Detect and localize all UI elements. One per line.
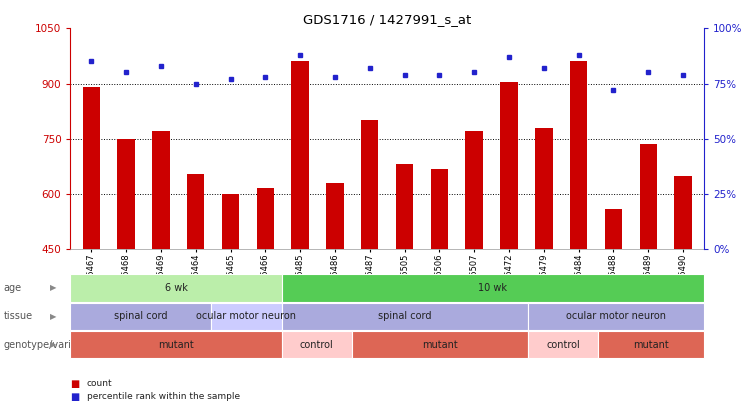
Bar — [117, 139, 135, 249]
Text: ▶: ▶ — [50, 340, 56, 349]
Bar — [535, 128, 553, 249]
Text: ocular motor neuron: ocular motor neuron — [566, 311, 666, 321]
Bar — [361, 120, 379, 249]
Bar — [152, 131, 170, 249]
Text: mutant: mutant — [158, 340, 194, 350]
Text: spinal cord: spinal cord — [378, 311, 431, 321]
Text: mutant: mutant — [634, 340, 669, 350]
Bar — [326, 183, 344, 249]
Text: percentile rank within the sample: percentile rank within the sample — [87, 392, 240, 401]
Text: ▶: ▶ — [50, 284, 56, 292]
Bar — [570, 62, 588, 249]
Text: control: control — [546, 340, 580, 350]
Text: mutant: mutant — [422, 340, 458, 350]
Text: tissue: tissue — [4, 311, 33, 321]
Bar — [82, 87, 100, 249]
Bar — [500, 82, 518, 249]
Text: count: count — [87, 379, 113, 388]
Bar — [396, 164, 413, 249]
Bar — [256, 188, 274, 249]
Bar — [674, 176, 692, 249]
Bar — [291, 62, 309, 249]
Text: spinal cord: spinal cord — [114, 311, 167, 321]
Bar — [639, 144, 657, 249]
Text: ■: ■ — [70, 379, 79, 389]
Text: 10 wk: 10 wk — [478, 283, 508, 293]
Bar — [465, 131, 483, 249]
Text: age: age — [4, 283, 21, 293]
Bar — [431, 169, 448, 249]
Text: ocular motor neuron: ocular motor neuron — [196, 311, 296, 321]
Text: control: control — [300, 340, 333, 350]
Text: 6 wk: 6 wk — [165, 283, 187, 293]
Text: genotype/variation: genotype/variation — [4, 340, 96, 350]
Text: ■: ■ — [70, 392, 79, 402]
Bar — [187, 174, 205, 249]
Text: ▶: ▶ — [50, 312, 56, 321]
Bar — [222, 194, 239, 249]
Title: GDS1716 / 1427991_s_at: GDS1716 / 1427991_s_at — [303, 13, 471, 26]
Bar — [605, 209, 622, 249]
